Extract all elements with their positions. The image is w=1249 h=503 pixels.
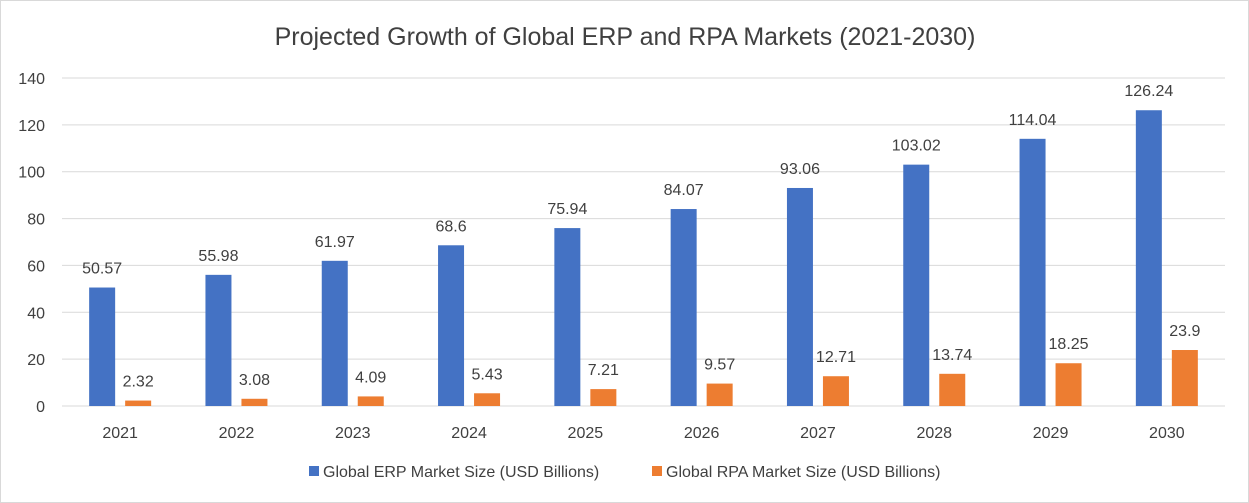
data-label-rpa: 2.32 — [123, 374, 154, 391]
legend-label-rpa: Global RPA Market Size (USD Billions) — [666, 464, 940, 481]
bar-rpa — [474, 393, 501, 406]
data-label-erp: 84.07 — [664, 182, 704, 199]
bar-erp — [1135, 110, 1162, 406]
y-tick-label: 40 — [27, 305, 45, 322]
legend-label-erp: Global ERP Market Size (USD Billions) — [323, 464, 599, 481]
data-label-rpa: 9.57 — [704, 357, 735, 374]
data-label-erp: 61.97 — [315, 234, 355, 251]
x-tick-label: 2021 — [102, 425, 138, 442]
x-tick-label: 2022 — [219, 425, 255, 442]
gridlines — [62, 77, 1225, 407]
x-tick-label: 2027 — [800, 425, 836, 442]
bar-rpa — [1055, 363, 1082, 406]
bar-erp — [205, 274, 232, 406]
bar-erp — [554, 228, 581, 406]
data-label-rpa: 4.09 — [355, 369, 386, 386]
x-tick-label: 2028 — [916, 425, 952, 442]
x-tick-label: 2025 — [568, 425, 604, 442]
bar-rpa — [822, 376, 849, 406]
data-labels: 50.57 2.32 55.98 3.08 61.97 4.09 68.6 5.43 75.94… — [82, 83, 1200, 390]
x-tick-label: 2029 — [1033, 425, 1069, 442]
bar-erp — [89, 287, 116, 406]
legend-swatch-rpa — [652, 466, 662, 476]
y-axis-ticks: 0 20 40 60 80 100 120 140 — [18, 71, 45, 416]
chart-title: Projected Growth of Global ERP and RPA M… — [275, 23, 976, 51]
data-label-rpa: 5.43 — [471, 366, 502, 383]
bar-erp — [1019, 138, 1046, 407]
legend: Global ERP Market Size (USD Billions) Gl… — [309, 464, 940, 481]
y-tick-label: 140 — [18, 71, 45, 88]
bar-erp — [321, 260, 348, 406]
legend-swatch-erp — [309, 466, 319, 476]
x-tick-label: 2023 — [335, 425, 371, 442]
y-tick-label: 100 — [18, 165, 45, 182]
data-label-erp: 75.94 — [547, 201, 587, 218]
data-label-rpa: 12.71 — [816, 349, 856, 366]
bar-rpa — [241, 398, 268, 406]
data-label-erp: 93.06 — [780, 161, 820, 178]
y-tick-label: 60 — [27, 258, 45, 275]
data-label-erp: 126.24 — [1124, 83, 1173, 100]
data-label-erp: 68.6 — [435, 218, 466, 235]
x-tick-label: 2030 — [1149, 425, 1185, 442]
data-label-rpa: 23.9 — [1169, 323, 1200, 340]
bar-erp — [438, 245, 465, 406]
data-label-rpa: 3.08 — [239, 372, 270, 389]
bar-rpa — [939, 373, 966, 406]
bar-rpa — [357, 396, 384, 406]
bar-rpa — [125, 400, 152, 406]
bar-rpa — [590, 389, 617, 406]
bars — [89, 110, 1198, 407]
x-tick-label: 2024 — [451, 425, 487, 442]
y-tick-label: 80 — [27, 212, 45, 229]
bar-erp — [903, 164, 930, 406]
y-tick-label: 20 — [27, 352, 45, 369]
y-tick-label: 0 — [36, 399, 45, 416]
x-axis-ticks: 2021 2022 2023 2024 2025 2026 2027 2028 2029 2030 — [102, 425, 1184, 442]
bar-rpa — [1171, 350, 1198, 406]
data-label-erp: 103.02 — [892, 138, 941, 155]
x-tick-label: 2026 — [684, 425, 720, 442]
bar-rpa — [706, 383, 733, 406]
y-tick-label: 120 — [18, 118, 45, 135]
data-label-rpa: 18.25 — [1049, 336, 1089, 353]
data-label-erp: 55.98 — [198, 248, 238, 265]
data-label-erp: 114.04 — [1009, 112, 1057, 129]
data-label-rpa: 13.74 — [932, 347, 972, 364]
data-label-erp: 50.57 — [82, 261, 122, 278]
data-label-rpa: 7.21 — [588, 362, 619, 379]
bar-erp — [786, 187, 813, 406]
bar-erp — [670, 209, 697, 406]
